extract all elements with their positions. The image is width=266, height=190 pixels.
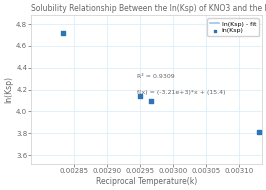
Legend: ln(Ksp) - fit, ln(Ksp): ln(Ksp) - fit, ln(Ksp): [207, 18, 259, 36]
Text: R² = 0.9309: R² = 0.9309: [137, 74, 174, 79]
ln(Ksp): [149, 99, 153, 102]
ln(Ksp): [61, 31, 65, 34]
Text: Solubility Relationship Between the ln(Ksp) of KNO3 and the Reciprocal Temperatu: Solubility Relationship Between the ln(K…: [31, 4, 266, 13]
X-axis label: Reciprocal Temperature(k): Reciprocal Temperature(k): [96, 177, 197, 186]
Text: f(x) = (-3.21e+3)*x + (15.4): f(x) = (-3.21e+3)*x + (15.4): [137, 90, 225, 95]
Y-axis label: ln(Ksp): ln(Ksp): [4, 76, 13, 103]
ln(Ksp): [256, 131, 261, 134]
ln(Ksp): [138, 95, 142, 98]
